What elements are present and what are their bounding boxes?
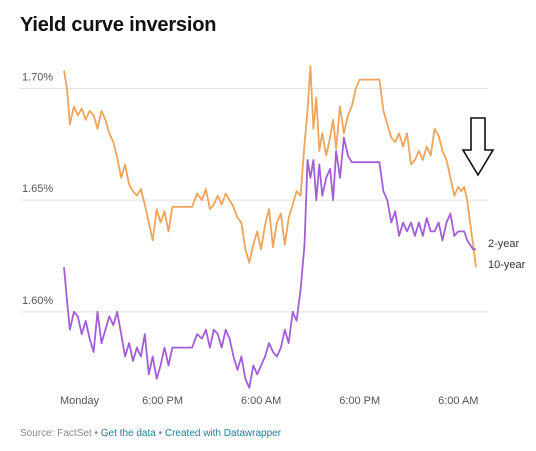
series-label: 10-year — [488, 259, 526, 271]
get-data-link[interactable]: Get the data — [100, 428, 156, 439]
series-labels: 10-year 2-year — [488, 238, 526, 271]
series-lines — [63, 65, 477, 389]
series-line-10-year — [63, 65, 477, 268]
y-tick-label: 1.60% — [22, 295, 53, 307]
footer: Source: FactSet • Get the data • Created… — [20, 428, 281, 439]
y-tick-label: 1.70% — [22, 72, 53, 84]
gridlines — [20, 88, 488, 313]
x-tick-label: Monday — [60, 395, 100, 407]
down-arrow-icon — [461, 117, 495, 177]
chart-title: Yield curve inversion — [20, 14, 217, 36]
series-line-2-year — [63, 136, 476, 389]
x-tick-label: 6:00 PM — [142, 395, 183, 407]
source-credit: Source: FactSet — [20, 428, 92, 439]
footer-separator: • — [91, 428, 101, 439]
x-tick-label: 6:00 AM — [438, 395, 478, 407]
x-tick-label: 6:00 PM — [339, 395, 380, 407]
datawrapper-link[interactable]: Created with Datawrapper — [164, 428, 282, 439]
x-axis-ticks: Monday 6:00 PM 6:00 AM 6:00 PM 6:00 AM — [60, 395, 478, 407]
series-label: 2-year — [488, 238, 520, 250]
y-axis-ticks: 1.70% 1.65% 1.60% — [22, 72, 53, 307]
x-tick-label: 6:00 AM — [241, 395, 281, 407]
y-tick-label: 1.65% — [22, 183, 53, 195]
footer-separator: • — [155, 428, 165, 439]
